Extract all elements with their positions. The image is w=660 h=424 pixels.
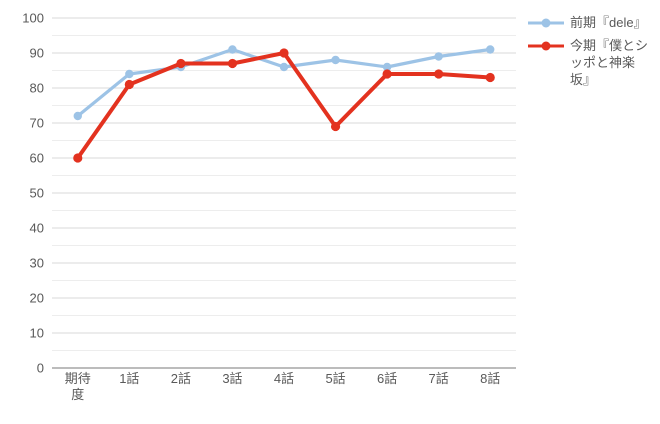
data-point-marker: [382, 62, 392, 72]
x-tick-label: 5話: [325, 371, 345, 386]
grid-major: [52, 17, 516, 334]
data-point-marker: [331, 55, 340, 65]
data-point-marker: [486, 45, 495, 54]
x-tick-label: 1話: [119, 371, 139, 386]
y-tick-label: 90: [30, 46, 44, 61]
x-tick-label: 度: [71, 387, 84, 402]
x-tick-label: 期待: [65, 371, 91, 386]
x-tick-label: 7話: [429, 371, 449, 386]
data-point-marker: [279, 62, 289, 72]
x-tick-label: 2話: [171, 371, 191, 386]
legend-label-line: 坂』: [570, 72, 597, 87]
y-axis-labels: 0 10 20 30 40 50 60 70 80 90 100: [22, 11, 44, 376]
chart-legend: 前期『dele』 今期『僕とシ ッポと神楽 坂』: [527, 14, 655, 88]
legend-item-kagurazaka: 今期『僕とシ ッポと神楽 坂』: [527, 37, 655, 88]
y-tick-label: 50: [30, 186, 44, 201]
y-tick-label: 100: [22, 11, 44, 26]
y-tick-label: 60: [30, 151, 44, 166]
y-tick-label: 40: [30, 221, 44, 236]
data-point-marker: [228, 45, 237, 54]
data-point-marker: [279, 48, 289, 58]
legend-label-dele: 前期『dele』: [570, 14, 654, 31]
data-point-marker: [124, 79, 134, 90]
x-tick-label: 6話: [377, 371, 397, 386]
series-1: [73, 48, 495, 163]
legend-label-line: ッポと神楽: [570, 55, 636, 70]
x-axis-labels: 期待度 1話 2話 3話 4話 5話 6話 7話 8話: [65, 371, 501, 402]
legend-item-dele: 前期『dele』: [527, 14, 655, 31]
data-point-marker: [434, 52, 443, 61]
y-tick-label: 70: [30, 116, 44, 131]
data-point-marker: [434, 69, 444, 79]
legend-label-kagurazaka: 今期『僕とシ ッポと神楽 坂』: [570, 37, 654, 88]
x-tick-label: 3話: [222, 371, 242, 386]
legend-label-line: 今期『僕とシ: [570, 38, 649, 53]
y-tick-label: 10: [30, 326, 44, 341]
legend-line-marker-icon: [528, 41, 564, 51]
data-point-marker: [73, 153, 83, 163]
series-0: [73, 45, 495, 121]
x-tick-label: 8話: [480, 371, 500, 386]
data-point-marker: [330, 121, 341, 132]
y-tick-label: 30: [30, 256, 44, 271]
data-point-marker: [485, 72, 495, 83]
data-point-marker: [382, 69, 392, 79]
y-tick-label: 20: [30, 291, 44, 306]
y-tick-label: 0: [37, 361, 44, 376]
data-point-marker: [125, 69, 134, 79]
data-point-marker: [227, 58, 238, 69]
legend-label-line: 前期『dele』: [570, 15, 647, 30]
data-point-marker: [176, 58, 186, 69]
y-tick-label: 80: [30, 81, 44, 96]
legend-line-marker-icon: [528, 18, 564, 28]
data-point-marker: [73, 111, 82, 121]
series-line: [76, 47, 492, 118]
x-tick-label: 4話: [274, 371, 294, 386]
